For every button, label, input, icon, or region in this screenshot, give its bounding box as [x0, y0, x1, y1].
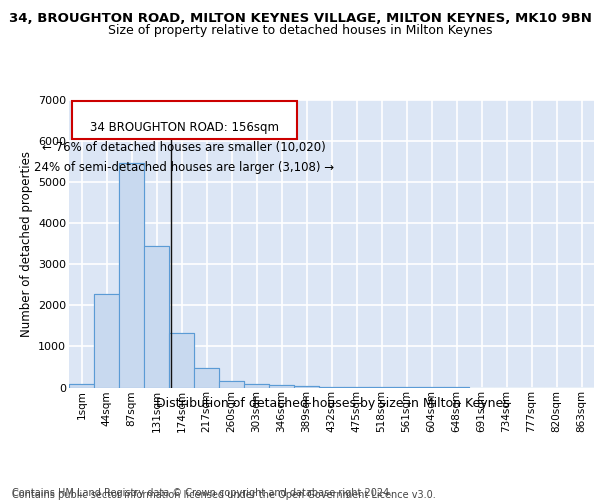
Text: Contains HM Land Registry data © Crown copyright and database right 2024.: Contains HM Land Registry data © Crown c…: [12, 488, 392, 498]
Bar: [119, 163, 144, 388]
Text: 24% of semi-detached houses are larger (3,108) →: 24% of semi-detached houses are larger (…: [34, 161, 334, 174]
Bar: [219, 381, 244, 388]
Bar: [194, 368, 219, 388]
Bar: [294, 386, 319, 388]
Bar: [69, 384, 94, 388]
Bar: [244, 384, 269, 388]
FancyBboxPatch shape: [71, 101, 296, 138]
Text: Contains public sector information licensed under the Open Government Licence v3: Contains public sector information licen…: [12, 490, 436, 500]
Bar: [294, 386, 319, 388]
Bar: [269, 385, 294, 388]
Y-axis label: Number of detached properties: Number of detached properties: [20, 151, 32, 337]
Bar: [69, 384, 94, 388]
Text: 34 BROUGHTON ROAD: 156sqm: 34 BROUGHTON ROAD: 156sqm: [89, 121, 278, 134]
Bar: [169, 334, 194, 388]
Bar: [269, 385, 294, 388]
Bar: [169, 334, 194, 388]
Bar: [144, 246, 169, 388]
Bar: [244, 384, 269, 388]
Bar: [94, 294, 119, 388]
Bar: [119, 163, 144, 388]
Text: ← 76% of detached houses are smaller (10,020): ← 76% of detached houses are smaller (10…: [42, 141, 326, 154]
Bar: [144, 246, 169, 388]
Text: Size of property relative to detached houses in Milton Keynes: Size of property relative to detached ho…: [108, 24, 492, 37]
Text: 34, BROUGHTON ROAD, MILTON KEYNES VILLAGE, MILTON KEYNES, MK10 9BN: 34, BROUGHTON ROAD, MILTON KEYNES VILLAG…: [8, 12, 592, 26]
Bar: [194, 368, 219, 388]
Bar: [94, 294, 119, 388]
Text: Distribution of detached houses by size in Milton Keynes: Distribution of detached houses by size …: [156, 398, 510, 410]
Bar: [219, 381, 244, 388]
